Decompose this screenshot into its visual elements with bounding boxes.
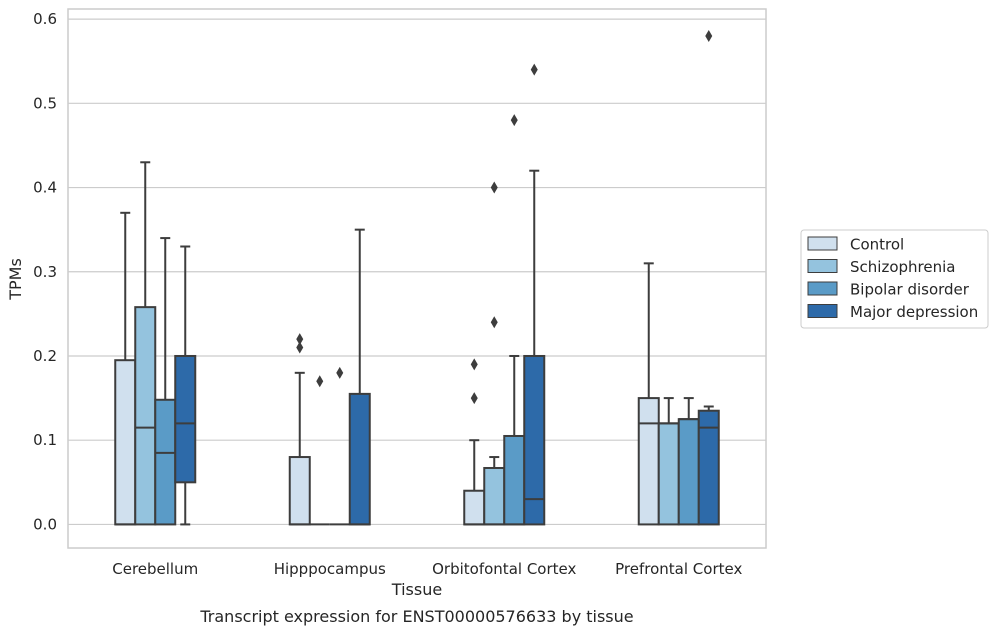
box-body: [174, 354, 197, 484]
outlier-point: [490, 316, 498, 329]
box-body: [154, 398, 177, 526]
box-bipolar-disorder: [503, 114, 526, 526]
outlier-point: [470, 358, 478, 371]
x-axis-label: Tissue: [391, 580, 442, 599]
box-control: [637, 262, 660, 526]
legend-label: Major depression: [850, 303, 978, 321]
x-tick-label: Cerebellum: [112, 560, 198, 578]
box-major-depression: [348, 228, 371, 526]
box-major-depression: [697, 29, 720, 526]
box-body: [348, 392, 371, 526]
box-body: [523, 354, 546, 526]
box-control: [288, 333, 311, 526]
x-tick-label: Prefrontal Cortex: [615, 560, 742, 578]
outlier-point: [336, 366, 344, 379]
y-tick-label: 0.3: [33, 263, 57, 281]
legend-items: Control Schizophrenia Bipolar disorder Majo…: [807, 236, 978, 321]
plot-area-frame: [67, 8, 767, 549]
box-body: [697, 409, 720, 526]
box-control: [114, 211, 137, 526]
x-tick-label: Orbitofontal Cortex: [432, 560, 576, 578]
legend: Control Schizophrenia Bipolar disorder Majo…: [800, 229, 989, 329]
boxes: [114, 29, 720, 526]
chart-title: Transcript expression for ENST0000057663…: [199, 607, 633, 626]
outlier-point: [296, 341, 304, 354]
box-body: [503, 434, 526, 526]
x-tick-label: Hipppocampus: [274, 560, 386, 578]
box-schizophrenia: [309, 375, 330, 526]
box-schizophrenia: [483, 181, 506, 526]
outlier-point: [705, 29, 713, 42]
box-body: [483, 466, 506, 526]
box-control: [463, 358, 486, 526]
x-tick-labels: Cerebellum Hipppocampus Orbitofontal Corte…: [112, 560, 742, 578]
legend-label: Control: [850, 236, 904, 254]
y-tick-label: 0.6: [33, 10, 57, 28]
y-tick-label: 0.5: [33, 94, 57, 112]
outlier-point: [316, 375, 324, 388]
box-body: [463, 489, 486, 526]
box-body: [637, 397, 660, 526]
y-tick-label: 0.4: [33, 179, 57, 197]
y-tick-label: 0.2: [33, 347, 57, 365]
outlier-point: [490, 181, 498, 194]
legend-item-bipolar-disorder: Bipolar disorder: [807, 281, 970, 299]
outlier-point: [530, 63, 538, 76]
box-bipolar-disorder: [329, 366, 350, 526]
box-body: [657, 422, 680, 526]
y-axis-label: TPMs: [6, 258, 25, 301]
legend-frame: [800, 229, 989, 329]
legend-item-major-depression: Major depression: [807, 303, 978, 321]
legend-label: Bipolar disorder: [850, 281, 970, 299]
box-body: [677, 418, 700, 526]
outlier-point: [510, 114, 518, 127]
box-major-depression: [523, 63, 546, 526]
y-tick-labels: 0.0 0.1 0.2 0.3 0.4 0.5 0.6: [33, 10, 57, 533]
legend-swatch: [807, 259, 838, 273]
box-schizophrenia: [134, 161, 157, 526]
legend-item-control: Control: [807, 236, 904, 254]
legend-swatch: [807, 236, 838, 251]
legend-item-schizophrenia: Schizophrenia: [807, 258, 955, 276]
box-body: [288, 456, 311, 526]
legend-swatch: [807, 281, 838, 296]
y-tick-label: 0.1: [33, 431, 57, 449]
box-bipolar-disorder: [677, 397, 700, 526]
outlier-point: [470, 392, 478, 405]
legend-swatch: [807, 304, 838, 318]
y-tick-label: 0.0: [33, 515, 57, 533]
box-schizophrenia: [657, 397, 680, 526]
box-body: [134, 306, 157, 526]
box-body: [114, 359, 137, 526]
box-bipolar-disorder: [154, 237, 177, 526]
box-major-depression: [174, 245, 197, 526]
outlier-point: [296, 333, 304, 346]
legend-label: Schizophrenia: [850, 258, 955, 276]
